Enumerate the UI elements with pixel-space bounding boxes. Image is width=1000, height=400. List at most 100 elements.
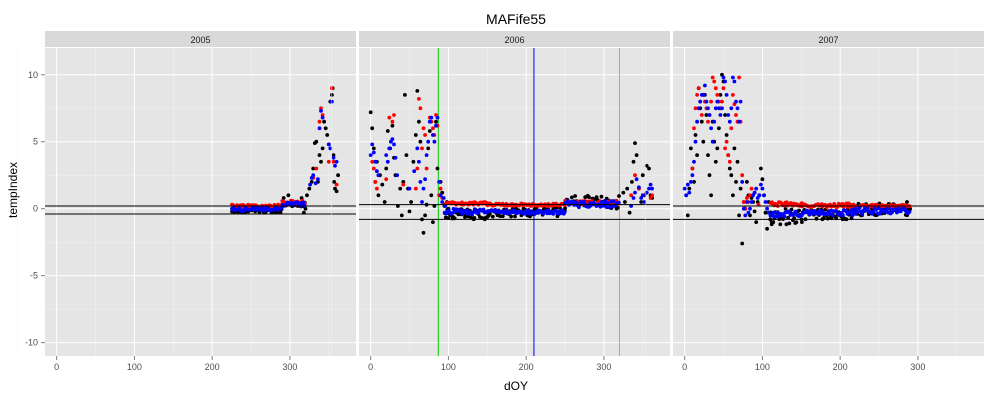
data-point-black [376,193,381,198]
data-point-blue [333,163,337,168]
data-point-blue [334,159,339,164]
data-point-blue [440,200,445,204]
data-point-black [332,180,337,184]
data-point-blue [387,146,392,151]
data-point-blue [871,210,876,214]
data-point-blue [698,99,703,104]
facet-strip-label: 2005 [190,35,210,45]
data-point-blue [301,200,306,205]
data-point-blue [650,186,654,191]
data-point-black [625,186,630,191]
data-point-black [281,196,286,200]
data-point-blue [729,106,734,111]
data-point-red [401,182,406,187]
data-point-red [695,93,699,97]
data-point-blue [376,173,381,178]
data-point-black [323,126,328,131]
data-point-black [740,241,745,246]
data-point-blue [721,75,726,80]
data-point-black [431,220,435,225]
data-point-black [534,206,538,211]
data-point-red [720,99,724,104]
data-point-black [825,216,830,221]
data-point-black [621,190,626,195]
data-point-black [639,200,644,204]
data-point-red [629,193,633,198]
data-point-black [418,139,423,144]
data-point-black [325,133,330,137]
data-point-blue [631,196,636,200]
data-point-blue [392,142,396,147]
data-point-black [729,173,734,178]
data-point-blue [605,201,610,205]
y-axis: -10 -5 0 5 10 [25,70,45,348]
data-point-blue [752,190,757,195]
data-point-black [434,119,438,124]
data-point-blue [735,106,740,111]
data-point-red [696,86,701,91]
data-point-blue [907,210,912,214]
series-blue-points [682,75,912,219]
x-tick-label: 200 [833,362,848,372]
data-point-black [331,153,336,158]
data-point-red [715,93,720,97]
data-point-red [710,75,715,80]
data-point-black [615,205,620,210]
data-point-red [749,186,754,191]
data-point-red [731,93,735,97]
data-point-blue [373,159,378,164]
data-point-black [500,214,505,219]
y-tick-label: -5 [30,271,38,281]
data-point-black [737,213,741,218]
data-point-red [745,196,749,200]
data-point-blue [390,137,395,142]
data-point-black [704,113,709,117]
data-point-black [599,194,604,199]
facet-panel-2006: 2006 0 100 200 300 [331,31,670,372]
data-point-blue [703,83,707,88]
data-point-red [699,113,704,117]
facet-strip [359,31,670,47]
data-point-black [695,153,699,158]
data-point-red [726,153,731,158]
data-point-red [413,186,418,191]
data-point-blue [526,208,531,213]
data-point-blue [551,212,556,216]
data-point-black [905,200,909,204]
data-point-black [769,220,774,225]
data-point-black [734,180,738,184]
facet-panel-2007: 2007 0 100 200 300 [645,31,984,372]
data-point-blue [481,207,486,212]
data-point-blue [237,206,242,210]
data-point-red [326,159,331,164]
data-point-red [423,133,427,137]
data-point-black [415,89,420,93]
x-tick-label: 100 [755,362,770,372]
panel-background [45,48,356,356]
data-point-blue [642,200,647,204]
data-point-red [784,200,789,205]
data-point-blue [562,210,567,214]
data-point-black [738,186,743,191]
data-point-blue [706,106,710,111]
data-point-red [690,166,695,171]
data-point-black [707,173,712,178]
data-point-blue [746,210,751,215]
data-point-black [429,193,434,198]
data-point-blue [434,123,438,128]
data-point-blue [841,213,845,217]
data-point-blue [690,173,695,178]
data-point-blue [724,93,729,97]
data-point-blue [637,185,641,190]
data-point-black [754,220,759,225]
data-point-black [745,180,749,184]
data-point-red [706,119,710,124]
data-point-red [740,173,745,178]
data-point-black [404,153,409,158]
x-axis-title: dOY [504,379,528,393]
series-blue-points [368,115,654,216]
data-point-blue [720,106,724,111]
data-point-blue [559,211,563,216]
data-point-blue [773,214,778,219]
